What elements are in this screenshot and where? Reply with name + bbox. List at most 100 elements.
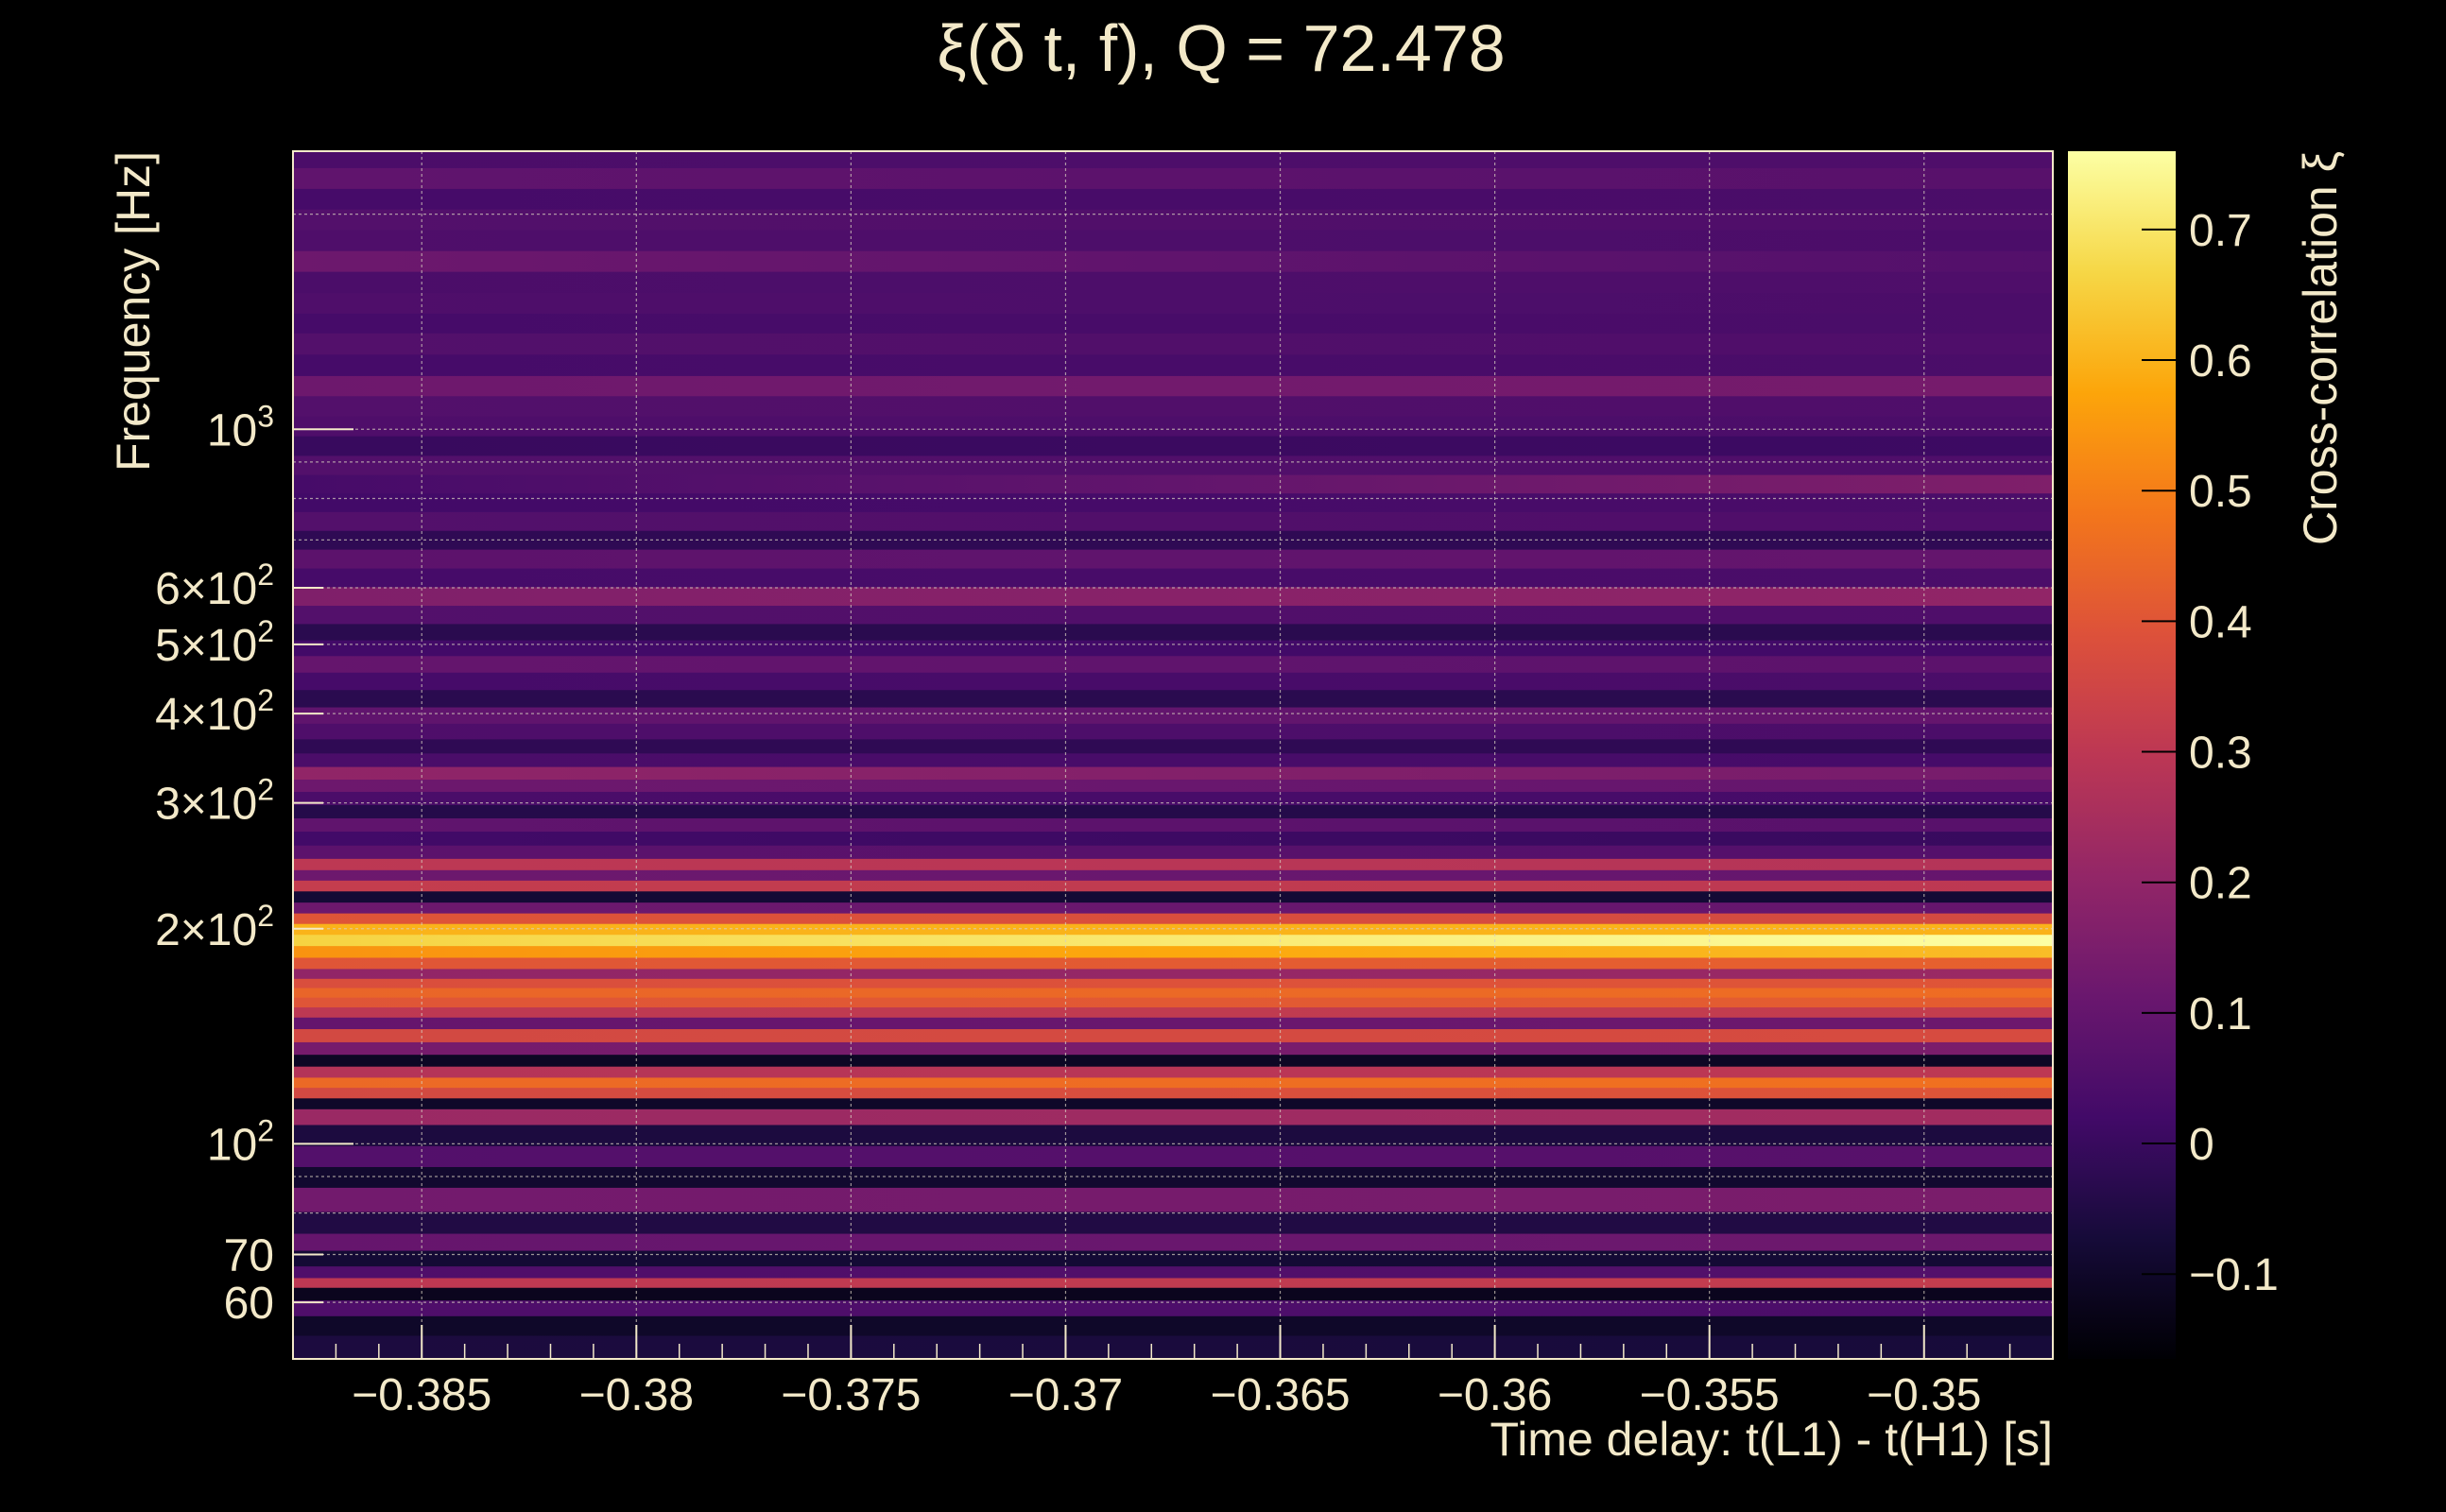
y-tick-label: 70 — [224, 1231, 274, 1281]
heatmap-band — [293, 1315, 2053, 1336]
heatmap-band — [293, 956, 2053, 970]
heatmap-band — [293, 1265, 2053, 1279]
heatmap-band — [293, 1334, 2053, 1360]
heatmap-band — [293, 1041, 2053, 1056]
x-tick-label: −0.37 — [1008, 1370, 1123, 1420]
heatmap-band — [293, 511, 2053, 531]
heatmap-band — [293, 250, 2053, 272]
heatmap-band — [293, 902, 2053, 914]
heatmap-band — [293, 913, 2053, 924]
heatmap-band — [293, 271, 2053, 294]
heatmap-band — [293, 1124, 2053, 1146]
heatmap-band — [293, 1249, 2053, 1267]
heatmap-band — [293, 1087, 2053, 1099]
heatmap-band — [293, 353, 2053, 376]
heatmap-band — [293, 890, 2053, 903]
heatmap — [293, 151, 2053, 1360]
heatmap-band — [293, 804, 2053, 818]
colorbar-tick-label: 0.2 — [2189, 859, 2252, 909]
colorbar-tick-label: 0.7 — [2189, 206, 2252, 256]
heatmap-band — [293, 1076, 2053, 1089]
heatmap-band — [293, 672, 2053, 691]
heatmap-band — [293, 766, 2053, 781]
heatmap-band — [293, 640, 2053, 657]
heatmap-band — [293, 209, 2053, 231]
colorbar-tick-label: −0.1 — [2189, 1250, 2279, 1300]
y-tick-label: 102 — [207, 1113, 274, 1170]
heatmap-band — [293, 869, 2053, 881]
heatmap-band — [293, 415, 2053, 437]
colorbar-tick-label: 0.5 — [2189, 467, 2252, 517]
x-tick-label: −0.38 — [579, 1370, 694, 1420]
heatmap-band — [293, 1299, 2053, 1316]
heatmap-band — [293, 968, 2053, 979]
heatmap-band — [293, 474, 2053, 494]
heatmap-band — [293, 1066, 2053, 1078]
y-tick-label: 60 — [224, 1279, 274, 1329]
heatmap-band — [293, 706, 2053, 724]
colorbar-tick-label: 0.1 — [2189, 989, 2252, 1040]
heatmap-band — [293, 167, 2053, 189]
heatmap-band — [293, 817, 2053, 833]
x-tick-label: −0.35 — [1867, 1370, 1981, 1420]
heatmap-band — [293, 567, 2053, 588]
colorbar-tick-label: 0 — [2189, 1120, 2214, 1170]
y-tick-label: 6×102 — [155, 558, 274, 614]
x-tick-label: −0.375 — [781, 1370, 921, 1420]
heatmap-band — [293, 880, 2053, 892]
heatmap-band — [293, 492, 2053, 512]
x-tick-label: −0.36 — [1438, 1370, 1552, 1420]
heatmap-band — [293, 987, 2053, 998]
heatmap-band — [293, 1287, 2053, 1301]
heatmap-band — [293, 978, 2053, 988]
heatmap-band — [293, 934, 2053, 947]
heatmap-band — [293, 313, 2053, 334]
heatmap-band — [293, 655, 2053, 673]
heatmap-band — [293, 831, 2053, 846]
colorbar-tick-label: 0.4 — [2189, 597, 2252, 647]
heatmap-band — [293, 1187, 2053, 1212]
y-tick-label: 2×102 — [155, 899, 274, 955]
heatmap-band — [293, 689, 2053, 708]
x-tick-label: −0.385 — [352, 1370, 491, 1420]
colorbar-tick-label: 0.6 — [2189, 336, 2252, 387]
heatmap-band — [293, 151, 2053, 168]
chart-title: ξ(δ t, f), Q = 72.478 — [937, 11, 1505, 85]
y-tick-label: 103 — [207, 399, 274, 455]
x-axis: −0.385 −0.38 −0.375 −0.37 −0.365 −0.36 −0.355 −… — [335, 1325, 2011, 1420]
heatmap-band — [293, 845, 2053, 859]
heatmap-band — [293, 188, 2053, 210]
heatmap-band — [293, 723, 2053, 740]
y-axis-label: Frequency [Hz] — [107, 151, 160, 472]
heatmap-band — [293, 1017, 2053, 1030]
x-tick-label: −0.365 — [1210, 1370, 1350, 1420]
heatmap-band — [293, 1277, 2053, 1288]
heatmap-band — [293, 1006, 2053, 1018]
x-tick-label: −0.355 — [1640, 1370, 1780, 1420]
grid — [293, 151, 2053, 1359]
y-tick-label: 4×102 — [155, 683, 274, 740]
heatmap-band — [293, 1054, 2053, 1067]
heatmap-band — [293, 945, 2053, 958]
heatmap-band — [293, 292, 2053, 314]
heatmap-band — [293, 436, 2053, 456]
heatmap-band — [293, 858, 2053, 870]
heatmap-band — [293, 605, 2053, 625]
colorbar-label: Cross-correlation ξ — [2294, 151, 2347, 545]
heatmap-band — [293, 455, 2053, 475]
heatmap-band — [293, 395, 2053, 417]
heatmap-band — [293, 791, 2053, 805]
heatmap-band — [293, 738, 2053, 754]
heatmap-band — [293, 1097, 2053, 1109]
heatmap-band — [293, 1166, 2053, 1188]
plot-frame — [292, 150, 2054, 1360]
heatmap-band — [293, 779, 2053, 792]
heatmap-band — [293, 623, 2053, 641]
heatmap-band — [293, 1211, 2053, 1234]
heatmap-band — [293, 586, 2053, 607]
heatmap-band — [293, 229, 2053, 251]
heatmap-band — [293, 1108, 2053, 1125]
heatmap-band — [293, 1028, 2053, 1042]
